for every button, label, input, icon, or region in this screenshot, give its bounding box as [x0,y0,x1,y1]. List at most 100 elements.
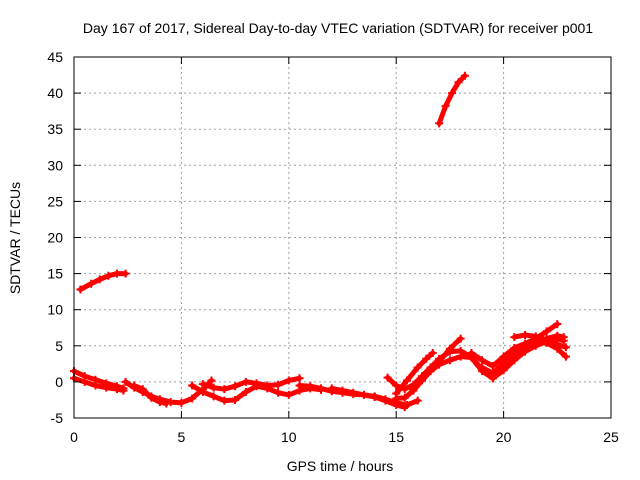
data-point [80,377,89,386]
data-point [198,380,207,389]
y-tick-label: 35 [47,121,63,137]
data-point [274,380,283,389]
data-point [104,271,113,280]
data-point [306,382,315,391]
data-point [188,394,197,403]
axis-ticks: -5 0 5 10 15 20 25 30 35 40 45 0 5 10 15 20 25 [47,49,619,445]
data-point [155,398,164,407]
data-point [295,381,304,390]
data-point [413,396,422,405]
data-point [263,381,272,390]
data-point [428,349,437,358]
y-tick-label: 15 [47,266,63,282]
x-axis-label: GPS time / hours [287,458,394,474]
x-tick-label: 25 [603,429,619,445]
data-point [76,285,85,294]
series-arc-f [198,374,304,394]
data-point [448,89,457,98]
y-tick-label: -5 [51,410,64,426]
series-line [77,271,129,292]
data-point [553,320,562,329]
data-point [349,388,358,397]
data-point [521,341,530,350]
data-point [252,379,261,388]
data-point [561,343,570,352]
data-point [542,336,551,345]
data-point [460,71,469,80]
data-point [400,403,409,412]
data-point [510,333,519,342]
data-point [95,275,104,284]
data-point [488,362,497,371]
data-point [121,377,130,386]
series-arc-d [130,381,171,408]
data-point [130,381,139,390]
data-point [499,366,508,375]
data-point [327,384,336,393]
data-point [383,373,392,382]
data-point [422,354,431,363]
data-point [510,356,519,365]
series-arc-h [327,384,409,412]
data-point [456,352,465,361]
data-point [553,340,562,349]
data-point [435,360,444,369]
series-line [200,375,302,392]
data-point [317,384,326,393]
data-point [409,385,418,394]
chart-title: Day 167 of 2017, Sidereal Day-to-day VTE… [83,20,593,36]
data-point [467,349,476,358]
data-point [370,393,379,402]
data-point [359,390,368,399]
data-point [112,385,121,394]
data-point [454,78,463,87]
data-point [295,374,304,383]
data-point [207,376,216,385]
x-tick-label: 5 [178,429,186,445]
data-point [177,398,186,407]
data-point [338,386,347,395]
data-point [231,382,240,391]
data-point [87,279,96,288]
data-point [119,386,128,395]
data-point [499,359,508,368]
y-tick-label: 20 [47,230,63,246]
data-point [417,375,426,384]
series-arc-high-late [435,71,469,128]
y-tick-label: 30 [47,157,63,173]
data-point [381,396,390,405]
data-point [445,344,454,353]
data-point [478,363,487,372]
data-point [456,334,465,343]
data-point [162,399,171,408]
data-point [413,363,422,372]
data-point [561,352,570,361]
y-tick-label: 45 [47,49,63,65]
data-point [231,395,240,404]
data-point [510,349,519,358]
data-point [392,389,401,398]
series-arc-k [392,349,437,398]
data-point [138,385,147,394]
data-point [426,367,435,376]
data-point [284,376,293,385]
data-point [188,381,197,390]
data-point [102,383,111,392]
data-point [521,330,530,339]
data-point [91,381,100,390]
data-point [209,383,218,392]
x-tick-label: 10 [281,429,297,445]
y-axis-label: SDTVAR / TECUs [7,182,23,294]
y-tick-label: 25 [47,193,63,209]
data-point [241,377,250,386]
y-tick-label: 0 [55,374,63,390]
data-point [392,381,401,390]
data-point [284,390,293,399]
data-point [241,388,250,397]
data-point [112,269,121,278]
data-point [400,393,409,402]
series-arc-b [70,374,128,395]
grid [74,57,611,418]
data-point [531,332,540,341]
